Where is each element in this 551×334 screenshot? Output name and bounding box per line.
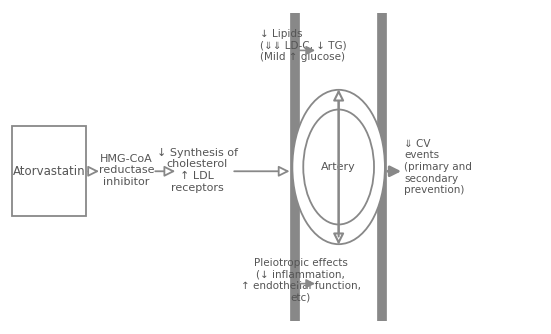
Text: Atorvastatin: Atorvastatin — [13, 165, 85, 178]
Text: HMG-CoA
reductase
inhibitor: HMG-CoA reductase inhibitor — [99, 154, 154, 187]
Text: ↓ Synthesis of
cholesterol
↑ LDL
receptors: ↓ Synthesis of cholesterol ↑ LDL recepto… — [156, 148, 237, 193]
FancyBboxPatch shape — [12, 126, 85, 216]
Ellipse shape — [303, 110, 374, 224]
Text: Pleiotropic effects
(↓ inflammation,
↑ endothelial function,
etc): Pleiotropic effects (↓ inflammation, ↑ e… — [241, 258, 360, 303]
Text: ⇓ CV
events
(primary and
secondary
prevention): ⇓ CV events (primary and secondary preve… — [404, 139, 472, 195]
Text: ↓ Lipids
(⇓⇓ LD-C, ↓ TG)
(Mild ↑ glucose): ↓ Lipids (⇓⇓ LD-C, ↓ TG) (Mild ↑ glucose… — [260, 29, 347, 62]
Text: Artery: Artery — [321, 162, 356, 172]
Ellipse shape — [293, 90, 385, 244]
